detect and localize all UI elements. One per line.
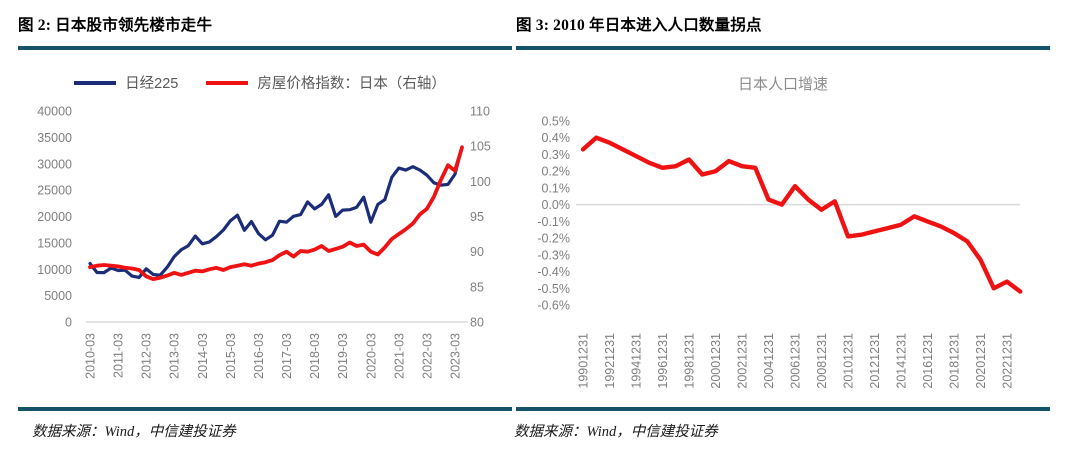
left-y-tick-label: 0	[65, 316, 72, 330]
pct-y-tick-label: 0.5%	[542, 115, 571, 129]
figure-3-chart-title: 日本人口增速	[737, 76, 828, 93]
figure-2-title: 图 2: 日本股市领先楼市走牛	[18, 17, 213, 34]
pct-y-tick-label: -0.4%	[537, 265, 570, 279]
x-tick-label: 20201231	[974, 333, 988, 389]
x-tick-label: 19981231	[683, 333, 697, 389]
x-tick-label: 19961231	[656, 333, 670, 389]
x-tick-label: 19941231	[630, 333, 644, 389]
x-tick-label: 20081231	[815, 333, 829, 389]
housing-price-index-line	[88, 145, 464, 282]
x-tick-label: 20221231	[1001, 333, 1015, 389]
pct-y-tick-label: 0.4%	[542, 131, 571, 145]
figure-2-plot: 0 5000 10000 15000 20000 25000 30000 35000 40000…	[37, 105, 491, 379]
x-tick-label: 2010-03	[84, 333, 98, 379]
x-tick-label: 20101231	[842, 333, 856, 389]
nikkei-legend-label: 日经225	[125, 76, 179, 92]
left-y-tick-label: 15000	[37, 236, 72, 250]
x-tick-label: 2018-03	[308, 333, 322, 379]
pct-y-tick-label: 0.2%	[542, 165, 571, 179]
left-y-tick-label: 35000	[37, 131, 72, 145]
figure-3-bottom-rule	[516, 407, 1050, 411]
housing-line-swatch	[206, 80, 249, 85]
figure-2-top-rule	[18, 46, 512, 50]
pct-y-tick-label: -0.1%	[537, 215, 570, 229]
x-tick-label: 2015-03	[224, 333, 238, 379]
right-y-tick-label: 95	[470, 210, 484, 224]
x-tick-label: 2013-03	[168, 333, 182, 379]
figure-3-title: 图 3: 2010 年日本进入人口数量拐点	[516, 17, 762, 34]
x-tick-label: 19921231	[603, 333, 617, 389]
x-tick-label: 20061231	[789, 333, 803, 389]
x-tick-label: 2021-03	[392, 333, 406, 379]
figure-2-bottom-rule	[18, 407, 512, 411]
left-y-tick-label: 5000	[44, 289, 72, 303]
legend-item-nikkei: 日经225	[74, 72, 178, 93]
figure-3-top-rule	[516, 46, 1050, 50]
figure-3-source: 数据来源：Wind，中信建投证券	[514, 424, 718, 440]
x-tick-label: 20041231	[762, 333, 776, 389]
pct-y-tick-label: -0.3%	[537, 248, 570, 262]
x-tick-label: 2012-03	[140, 333, 154, 379]
pct-y-tick-label: -0.2%	[537, 232, 570, 246]
left-y-tick-label: 40000	[37, 105, 72, 119]
x-tick-label: 2011-03	[112, 333, 126, 378]
figure-3-plot: 0.5% 0.4% 0.3% 0.2% 0.1% 0.0% -0.1% -0.2% -0.3% -…	[537, 115, 1023, 389]
x-tick-label: 20121231	[868, 333, 882, 389]
nikkei-225-line	[88, 145, 464, 279]
right-y-tick-label: 80	[470, 316, 484, 330]
pct-y-tick-label: -0.5%	[537, 282, 570, 296]
x-tick-label: 20161231	[921, 333, 935, 389]
x-tick-label: 19901231	[577, 333, 591, 389]
figure-2-source: 数据来源：Wind，中信建投证券	[32, 424, 236, 440]
housing-legend-label: 房屋价格指数：日本（右轴）	[257, 76, 446, 92]
x-tick-label: 2017-03	[280, 333, 294, 379]
right-y-tick-label: 100	[470, 175, 491, 189]
x-tick-label: 20141231	[895, 333, 909, 389]
right-y-tick-label: 85	[470, 280, 484, 294]
x-tick-label: 2014-03	[196, 333, 210, 379]
x-tick-label: 20001231	[709, 333, 723, 389]
left-y-tick-label: 25000	[37, 184, 72, 198]
pct-y-tick-label: -0.6%	[537, 299, 570, 313]
x-tick-label: 2019-03	[336, 333, 350, 379]
left-y-tick-label: 30000	[37, 157, 72, 171]
x-tick-label: 2020-03	[364, 333, 378, 379]
left-y-tick-label: 10000	[37, 263, 72, 277]
x-tick-label: 20021231	[736, 333, 750, 389]
x-tick-label: 2023-03	[448, 333, 462, 379]
x-tick-label: 2016-03	[252, 333, 266, 379]
right-y-tick-label: 110	[470, 105, 490, 119]
right-y-tick-label: 90	[470, 245, 484, 259]
legend-item-housing-index: 房屋价格指数：日本（右轴）	[206, 72, 446, 93]
x-tick-label: 2022-03	[420, 333, 434, 379]
left-y-tick-label: 20000	[37, 210, 72, 224]
right-y-tick-label: 105	[470, 140, 491, 154]
pct-y-tick-label: 0.1%	[542, 181, 571, 195]
nikkei-line-swatch	[74, 80, 117, 85]
population-growth-line	[580, 135, 1023, 294]
pct-y-tick-label: 0.3%	[542, 148, 571, 162]
pct-y-tick-label: 0.0%	[542, 198, 571, 212]
figure-2-legend: 日经225 房屋价格指数：日本（右轴）	[30, 72, 490, 93]
x-tick-label: 20181231	[948, 333, 962, 389]
